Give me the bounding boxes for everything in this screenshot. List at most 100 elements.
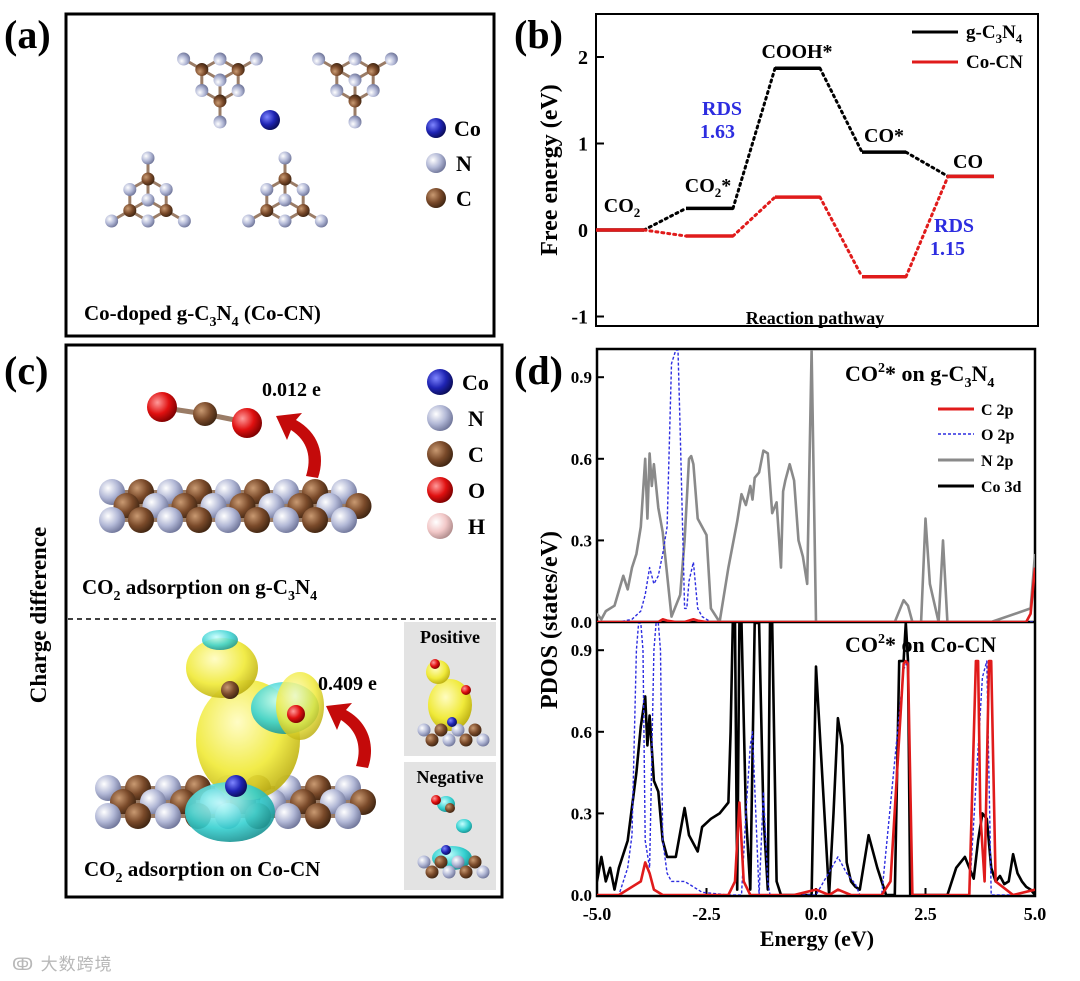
carbon-atom: [244, 507, 270, 533]
pdos-co-cn-series: [597, 623, 1035, 895]
carbon-atom: [459, 733, 473, 747]
legend-c2p-label: C 2p: [981, 402, 1014, 419]
carbon-atom: [468, 855, 482, 869]
pdos-y-tick-label: 0.3: [571, 531, 592, 550]
nitrogen-atom: [105, 214, 119, 228]
nitrogen-atom: [95, 803, 121, 829]
panel-b-annotations: RDS 1.63 RDS 1.15: [700, 98, 974, 260]
rds-value-co-cn: 1.15: [930, 238, 965, 260]
nitrogen-atom: [278, 193, 292, 207]
charge-transfer-arrows: [276, 413, 372, 768]
bottom-charge-arrow: [326, 703, 372, 768]
pdos-line-c-2p: [597, 567, 1035, 622]
carbon-atom: [330, 63, 344, 76]
inset-negative-label: Negative: [417, 767, 484, 787]
watermark-text: 大数跨境: [40, 955, 113, 975]
nitrogen-atom: [335, 803, 361, 829]
nitrogen-atom: [273, 507, 299, 533]
carbon-atom: [213, 94, 227, 108]
nitrogen-atom: [213, 115, 227, 129]
pdos-line-n-2p: [597, 350, 1035, 622]
carbon-atom: [434, 723, 448, 737]
legend-c-atom: [426, 188, 446, 208]
cobalt-atom: [447, 717, 457, 727]
carbon-atom: [434, 855, 448, 869]
rds-label-co-cn: RDS: [934, 215, 974, 237]
nitrogen-atom: [99, 507, 125, 533]
carbon-atom: [459, 865, 473, 879]
carbon-atom: [231, 63, 245, 76]
legend-n-atom-c: [427, 405, 453, 431]
panel-c-legend: Co N C O H: [427, 369, 489, 539]
oxygen-atom: [461, 685, 471, 695]
connector-g-c3n4: [642, 206, 688, 232]
carbon-atom: [425, 733, 439, 747]
carbon-atom: [123, 204, 137, 217]
connector-g-c3n4: [818, 66, 864, 154]
nitrogen-atom: [348, 73, 362, 87]
connector-co-cn: [818, 195, 864, 279]
carbon-atom: [278, 172, 292, 186]
watermark: ↂ 大数跨境: [12, 950, 113, 975]
carbon-atom: [260, 204, 274, 217]
top-caption: CO2 adsorption on g-C3N4: [82, 575, 317, 604]
cobalt-atom: [441, 845, 451, 855]
inset-positive-label: Positive: [420, 627, 480, 647]
pdos-x-tick-label: -2.5: [692, 904, 721, 924]
nitrogen-atom: [442, 865, 456, 879]
legend-co-label-c: Co: [462, 370, 489, 395]
nitrogen-atom: [213, 52, 227, 66]
nitrogen-atom: [451, 855, 465, 869]
inset-positive-structure: [417, 659, 490, 747]
top-charge-value: 0.012 e: [262, 379, 321, 401]
pdos-line-co-3d: [597, 623, 1035, 895]
carbon-atom: [302, 507, 328, 533]
nitrogen-atom: [215, 507, 241, 533]
panel-a-caption: Co-doped g-C3N4 (Co-CN): [84, 301, 321, 330]
heptazine-unit: [242, 151, 328, 228]
oxygen-atom: [287, 705, 305, 723]
panel-c-side-label: Charge difference: [26, 527, 51, 704]
nitrogen-atom: [278, 214, 292, 228]
nitrogen-atom: [330, 84, 344, 97]
heptazine-unit: [105, 151, 191, 228]
step-label-co-ads: CO*: [864, 125, 904, 147]
legend-n-label-c: N: [468, 406, 484, 431]
rds-value-g-c3n4: 1.63: [700, 121, 735, 143]
panel-a-label: (a): [4, 12, 51, 57]
legend-c-atom-c: [427, 441, 453, 467]
panel-b-legend: g-C3N4 Co-CN: [912, 22, 1023, 73]
legend-co-atom: [426, 118, 446, 138]
bottom-caption: CO2 adsorption on Co-CN: [84, 857, 320, 886]
legend-o-atom-c: [427, 477, 453, 503]
panel-b-y-tick-label: -1: [571, 307, 588, 329]
legend-n-label: N: [456, 151, 472, 176]
step-label-co: CO: [953, 151, 983, 173]
connector-g-c3n4: [904, 150, 950, 178]
step-label-co2: CO2: [604, 195, 641, 220]
legend-h-atom-c: [427, 513, 453, 539]
panel-c-label: (c): [4, 348, 48, 393]
inset-positive: Positive: [404, 622, 496, 756]
nitrogen-atom: [451, 723, 465, 737]
pdos-y-tick-label: 0.6: [571, 450, 592, 469]
nitrogen-atom: [159, 183, 173, 196]
pdos-g-c3n4-series: [597, 350, 1035, 622]
pdos-x-tick-label: -5.0: [583, 904, 612, 924]
inset-negative-structure: [417, 795, 490, 879]
legend-co-label: Co: [454, 116, 481, 141]
step-label-co2-ads: CO2*: [685, 175, 732, 200]
nitrogen-atom: [278, 151, 292, 165]
legend-h-label-c: H: [468, 514, 485, 539]
nitrogen-atom: [177, 52, 191, 66]
connector-co-cn: [731, 195, 777, 238]
bottom-charge-value: 0.409 e: [318, 673, 377, 695]
pdos-y-tick-label: 0.9: [571, 368, 592, 387]
legend-c-label-c: C: [468, 442, 484, 467]
pdos-top-title: CO2* on g-C3N4: [845, 361, 994, 391]
legend-o2p-label: O 2p: [981, 427, 1014, 444]
nitrogen-atom: [141, 193, 155, 207]
carbon-atom: [193, 402, 217, 426]
cobalt-atom: [225, 775, 247, 797]
pdos-y-tick-label: 0.6: [571, 723, 592, 742]
